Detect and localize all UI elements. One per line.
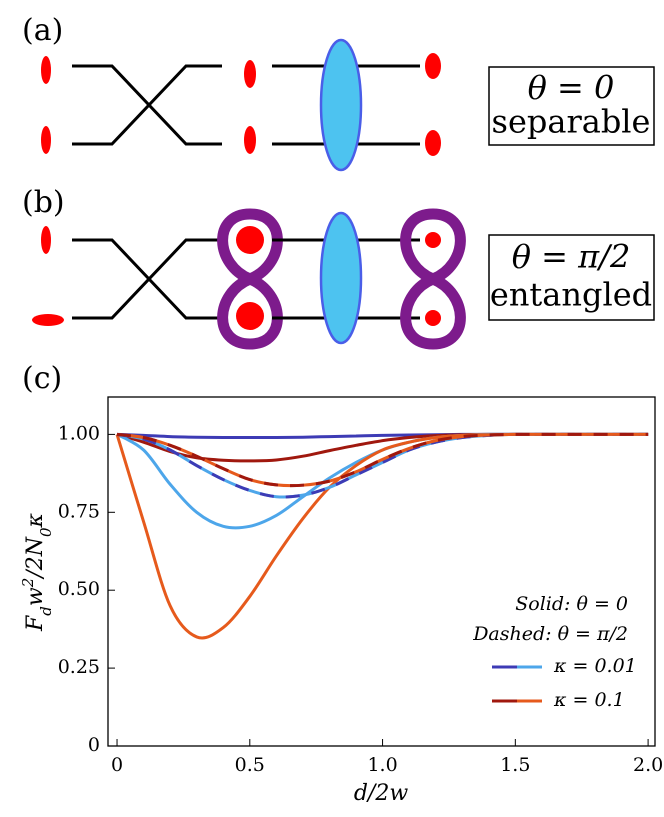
y-tick-label: 0.25	[58, 656, 100, 678]
y-tick-label: 0.75	[58, 500, 100, 522]
y-axis-label-part: 2	[19, 578, 37, 589]
mode	[244, 126, 256, 154]
figure-eight	[217, 208, 283, 350]
mode	[425, 53, 441, 79]
panel-a: (a) θ = 0 separable	[22, 13, 655, 172]
x-tick-label: 0	[111, 754, 123, 776]
mode	[236, 302, 264, 330]
box-text: separable	[492, 103, 651, 141]
x-axis-label: d/2w	[354, 781, 408, 806]
label-box	[488, 66, 655, 146]
label-box	[488, 234, 655, 321]
mode	[425, 130, 441, 156]
x-tick-label: 0.5	[235, 754, 265, 776]
x-tick-label: 1.0	[367, 754, 397, 776]
mode	[425, 232, 441, 248]
y-tick-label: 0.50	[58, 578, 100, 600]
mode	[41, 126, 51, 154]
x-tick-label: 2.0	[633, 754, 663, 776]
series-dash	[116, 432, 649, 488]
legend-header: Dashed: θ = π/2	[472, 623, 628, 645]
box-text: entangled	[490, 276, 652, 314]
y-axis-label-part: d	[37, 606, 55, 616]
lens	[319, 211, 363, 345]
box-text: θ = 0	[528, 69, 615, 107]
panel-label: (a)	[22, 13, 63, 48]
mode	[425, 310, 441, 326]
series-dash	[116, 432, 649, 499]
legend-label: κ = 0.1	[553, 689, 625, 711]
box-text: θ = π/2	[512, 238, 631, 276]
x-tick-label: 1.5	[500, 754, 530, 776]
y-axis-label-part: /2N	[23, 536, 48, 579]
mode	[41, 56, 51, 84]
mode	[244, 60, 256, 88]
y-axis-label-part: w	[23, 587, 48, 606]
beam	[72, 64, 222, 146]
legend-header: Solid: θ = 0	[515, 593, 628, 615]
y-axis-label-part: 0	[37, 527, 55, 537]
figure-eight	[400, 208, 466, 350]
y-axis-label-part: F	[23, 615, 48, 632]
y-axis-label-part: κ	[23, 512, 48, 528]
plot-frame	[107, 396, 656, 747]
panel-b: (b) θ = π/2 entangled	[22, 185, 655, 350]
y-tick-label: 0	[88, 734, 100, 756]
mode	[41, 226, 51, 254]
y-axis-label: Fdw2/2N0κ	[19, 512, 55, 631]
panel-label: (c)	[22, 361, 62, 396]
lens	[319, 38, 363, 172]
mode	[32, 314, 64, 326]
panel-label: (b)	[22, 185, 65, 220]
legend-label: κ = 0.01	[553, 655, 637, 677]
y-tick-label: 1.00	[58, 422, 100, 444]
beam	[72, 238, 222, 320]
mode	[236, 226, 264, 254]
